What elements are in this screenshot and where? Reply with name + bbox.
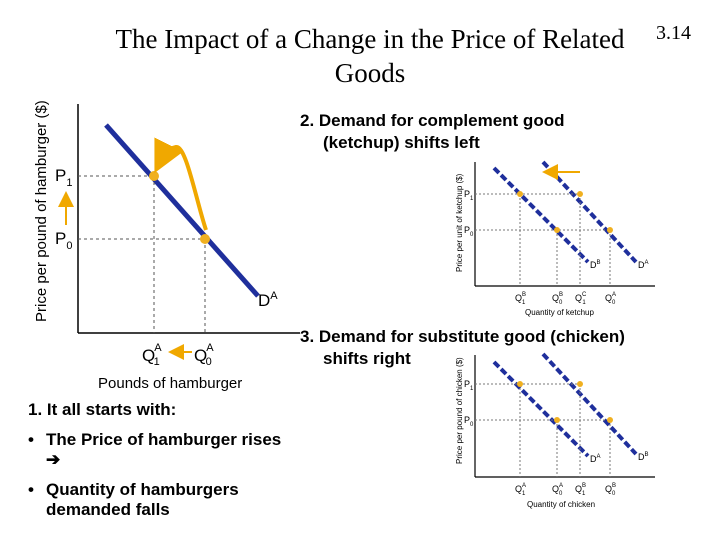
hamburger-demand-curve	[104, 123, 260, 298]
chicken-p0-label: P0	[464, 415, 474, 428]
bullet-price-rises: • The Price of hamburger rises ➔	[28, 430, 328, 470]
point-p1-q1	[149, 171, 159, 181]
p0-label: P0	[55, 229, 72, 252]
bullet-quantity-falls-line-1: Quantity of hamburgers	[46, 480, 239, 499]
bullet-quantity-falls-line-2: demanded falls	[46, 500, 170, 519]
chicken-tick-1: QA 1	[515, 483, 526, 497]
chicken-demand-a	[492, 360, 590, 458]
chicken-tick-3: QB 1	[575, 483, 586, 497]
ketchup-x-axis-label: Quantity of ketchup	[525, 308, 594, 317]
p1-label: P1	[55, 166, 72, 189]
complement-note-line-2: (ketchup) shifts left	[323, 133, 480, 152]
ketchup-point-3	[577, 191, 583, 197]
substitute-note-line-1: 3. Demand for substitute good (chicken)	[300, 327, 625, 346]
q1-label: QA 1	[142, 342, 162, 368]
slide-title-line-2: Goods	[334, 58, 406, 88]
substitute-note-line-2: shifts right	[323, 349, 411, 368]
chicken-chart: Price per pound of chicken ($) P1 P0 DA …	[455, 352, 655, 509]
chicken-point-1	[517, 381, 523, 387]
ketchup-tick-1: QB 1	[515, 292, 526, 306]
substitute-note: 3. Demand for substitute good (chicken) …	[300, 326, 710, 370]
section1-heading: 1. It all starts with:	[28, 400, 177, 419]
ketchup-curve-a-label: DA	[638, 260, 649, 270]
ketchup-point-2	[554, 227, 560, 233]
chicken-point-3	[577, 381, 583, 387]
complement-note-line-1: 2. Demand for complement good	[300, 111, 565, 130]
ketchup-tick-2: QB 0	[552, 292, 563, 306]
ketchup-point-1	[517, 191, 523, 197]
ketchup-demand-a	[541, 160, 638, 264]
slide-title-line-1: The Impact of a Change in the Price of R…	[115, 24, 625, 54]
starting-point-section: 1. It all starts with: • The Price of ha…	[28, 400, 328, 520]
complement-note: 2. Demand for complement good (ketchup) …	[300, 110, 660, 154]
ketchup-demand-b	[492, 166, 590, 264]
chicken-demand-b	[541, 352, 638, 456]
chicken-point-2	[554, 417, 560, 423]
chicken-p1-label: P1	[464, 379, 474, 392]
ketchup-tick-3: QC 1	[575, 292, 587, 306]
slide-title: The Impact of a Change in the Price of R…	[100, 22, 640, 90]
chicken-tick-4: QB 0	[605, 483, 616, 497]
chicken-point-4	[607, 417, 613, 423]
ketchup-chart: Price per unit of ketchup ($) P1 P0 DB D…	[455, 160, 655, 317]
demand-curve-label: DA	[258, 290, 278, 310]
bullet-dot: •	[28, 480, 34, 499]
movement-arrow	[154, 137, 208, 231]
q0-label: QA 0	[194, 342, 214, 368]
hamburger-chart: Price per pound of hamburger ($) P1 P0 D…	[33, 100, 300, 392]
chicken-y-axis-label: Price per pound of chicken ($)	[455, 357, 464, 464]
ketchup-point-4	[607, 227, 613, 233]
ketchup-tick-4: QA 0	[605, 292, 616, 306]
ketchup-p0-label: P0	[464, 225, 474, 238]
hamburger-y-axis-label: Price per pound of hamburger ($)	[33, 100, 50, 322]
ketchup-p1-label: P1	[464, 189, 474, 202]
bullet-price-rises-text: The Price of hamburger rises	[46, 430, 282, 449]
slide-number: 3.14	[656, 22, 691, 44]
bullet-dot: •	[28, 430, 34, 449]
ketchup-curve-b-label: DB	[590, 260, 601, 270]
point-p0-q0	[200, 234, 210, 244]
right-arrow-icon: ➔	[46, 450, 61, 469]
chicken-curve-b-label: DB	[638, 452, 649, 462]
chicken-curve-a-label: DA	[590, 454, 601, 464]
chicken-tick-2: QA 0	[552, 483, 563, 497]
hamburger-x-axis-label: Pounds of hamburger	[98, 375, 242, 392]
ketchup-y-axis-label: Price per unit of ketchup ($)	[455, 173, 464, 272]
bullet-quantity-falls: • Quantity of hamburgers demanded falls	[28, 480, 328, 520]
chicken-x-axis-label: Quantity of chicken	[527, 500, 595, 509]
